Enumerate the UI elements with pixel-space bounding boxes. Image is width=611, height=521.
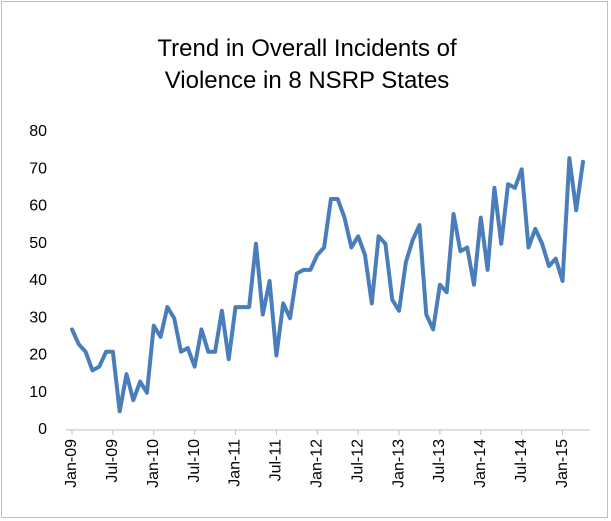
x-tick-label: Jan-12 [308,439,325,488]
x-tick-label: Jul-10 [186,439,203,483]
y-tick-label: 0 [38,421,47,438]
x-tick-label: Jul-12 [349,439,366,483]
y-tick-label: 20 [29,347,47,364]
y-tick-label: 10 [29,384,47,401]
x-tick-label: Jan-11 [227,439,244,487]
x-tick-label: Jul-14 [513,439,530,483]
y-tick-label: 60 [29,198,47,215]
y-tick-label: 40 [29,272,47,289]
x-tick-label: Jan-09 [63,439,80,488]
x-tick-label: Jan-13 [390,439,407,488]
y-tick-label: 70 [29,160,47,177]
x-tick-label: Jul-09 [104,439,121,483]
y-tick-label: 50 [29,235,47,252]
x-tick-label: Jul-11 [268,439,285,481]
x-tick-label: Jan-10 [145,439,162,488]
x-tick-label: Jan-15 [554,439,571,488]
y-tick-label: 30 [29,309,47,326]
chart-title: Trend in Overall Incidents of Violence i… [157,35,457,94]
x-tick-label: Jul-13 [431,439,448,483]
data-line [70,156,585,414]
x-tick-label: Jan-14 [472,439,489,488]
y-tick-label: 80 [29,123,47,140]
